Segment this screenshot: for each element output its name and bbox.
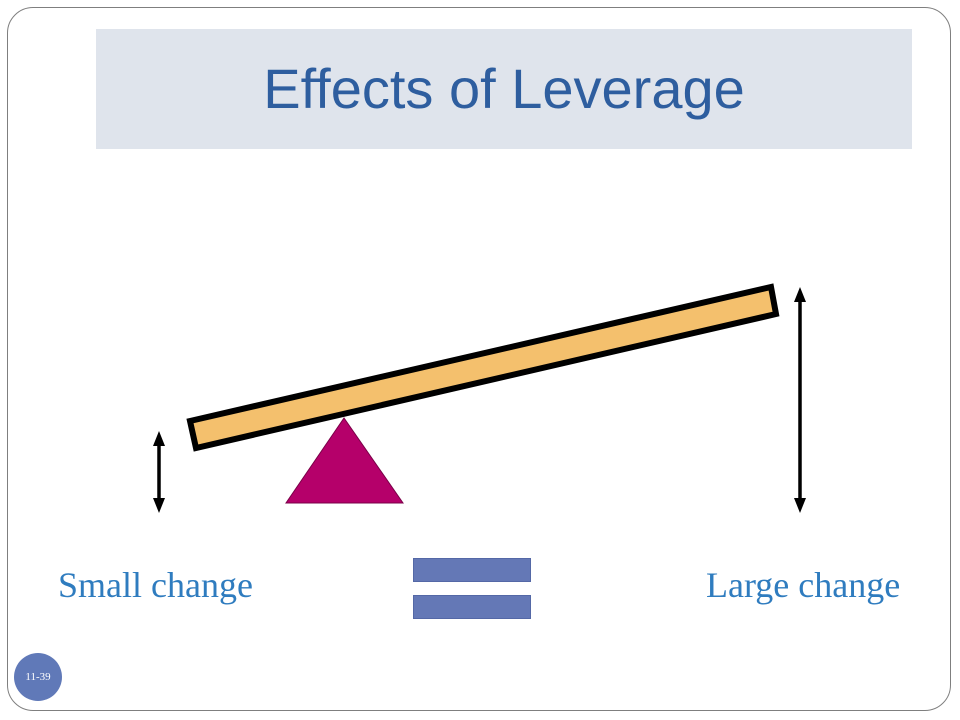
equals-sign-bottom-bar-icon [413,595,531,619]
fulcrum-triangle-icon [286,418,403,503]
double-arrow-small-icon [153,431,165,513]
lever-beam-icon [190,287,776,448]
equals-sign-top-bar-icon [413,558,531,582]
large-change-label: Large change [706,564,900,606]
double-arrow-large-icon [794,287,806,513]
small-change-label: Small change [58,564,253,606]
slide-number: 11-39 [14,653,62,701]
